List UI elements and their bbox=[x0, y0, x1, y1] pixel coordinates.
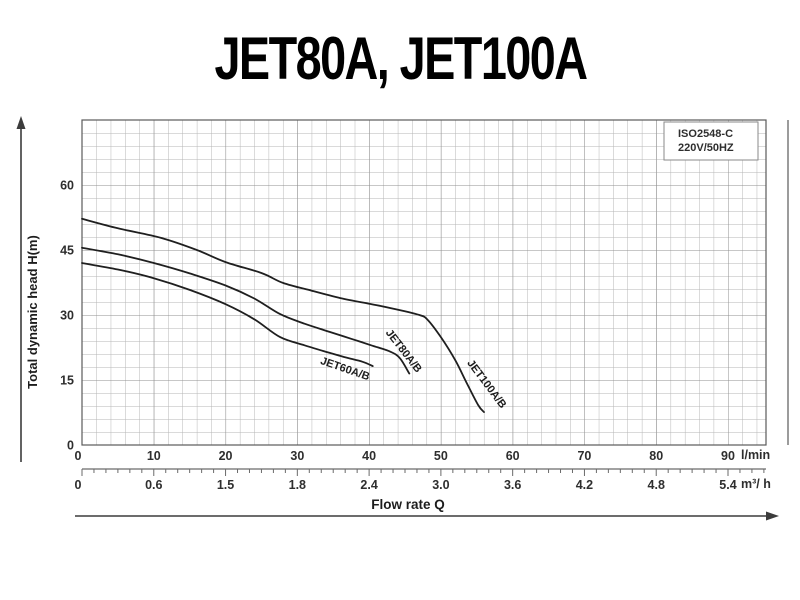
curve-jet80a-b bbox=[81, 246, 411, 375]
tick-label: 15 bbox=[60, 374, 74, 388]
x-axis-lmin-tick-labels: 0 10 20 30 40 50 60 70 80 90 bbox=[75, 449, 735, 463]
tick-label: 0 bbox=[75, 478, 82, 492]
tick-label: 20 bbox=[219, 449, 233, 463]
m3h-ruler bbox=[81, 468, 766, 476]
tick-label: 90 bbox=[721, 449, 735, 463]
page-title-container: JET80A, JET100A bbox=[0, 24, 800, 93]
tick-label: 70 bbox=[577, 449, 591, 463]
grid-major bbox=[82, 120, 766, 445]
tick-label: 60 bbox=[60, 179, 74, 193]
tick-label: 10 bbox=[147, 449, 161, 463]
tick-label: 80 bbox=[649, 449, 663, 463]
tick-label: 0 bbox=[67, 439, 74, 453]
curve-jet100a-b bbox=[81, 217, 485, 413]
tick-label: 40 bbox=[362, 449, 376, 463]
tick-label: 60 bbox=[506, 449, 520, 463]
page-title: JET80A, JET100A bbox=[213, 25, 588, 92]
tick-label: 1.8 bbox=[289, 478, 306, 492]
tick-label: 4.8 bbox=[648, 478, 665, 492]
tick-label: 0 bbox=[75, 449, 82, 463]
y-axis-title: Total dynamic head H(m) bbox=[25, 235, 40, 389]
tick-label: 5.4 bbox=[719, 478, 736, 492]
tick-label: 3.0 bbox=[432, 478, 449, 492]
tick-label: 3.6 bbox=[504, 478, 521, 492]
y-axis-tick-labels: 60 45 30 15 0 bbox=[60, 179, 74, 453]
y-axis-arrowhead-icon bbox=[16, 116, 26, 129]
tick-label: 0.6 bbox=[145, 478, 162, 492]
x-axis-arrowhead-icon bbox=[766, 511, 779, 521]
tick-label: 50 bbox=[434, 449, 448, 463]
tick-label: 2.4 bbox=[360, 478, 377, 492]
x-axis-m3h-tick-labels: 0 0.6 1.5 1.8 2.4 3.0 3.6 4.2 4.8 5.4 bbox=[75, 478, 737, 492]
x-unit-lmin: l/min bbox=[741, 448, 770, 462]
iso-standard-text: ISO2548-C bbox=[678, 128, 733, 140]
tick-label: 4.2 bbox=[576, 478, 593, 492]
tick-label: 30 bbox=[290, 449, 304, 463]
x-axis-title: Flow rate Q bbox=[371, 497, 445, 512]
tick-label: 45 bbox=[60, 244, 74, 258]
x-unit-m3h: m³/ h bbox=[741, 477, 771, 491]
tick-label: 30 bbox=[60, 309, 74, 323]
curve-jet60a-b bbox=[81, 262, 374, 367]
iso-annotation-box bbox=[663, 121, 759, 161]
plot-border bbox=[81, 119, 767, 446]
tick-label: 1.5 bbox=[217, 478, 234, 492]
voltage-frequency-text: 220V/50HZ bbox=[678, 142, 734, 154]
